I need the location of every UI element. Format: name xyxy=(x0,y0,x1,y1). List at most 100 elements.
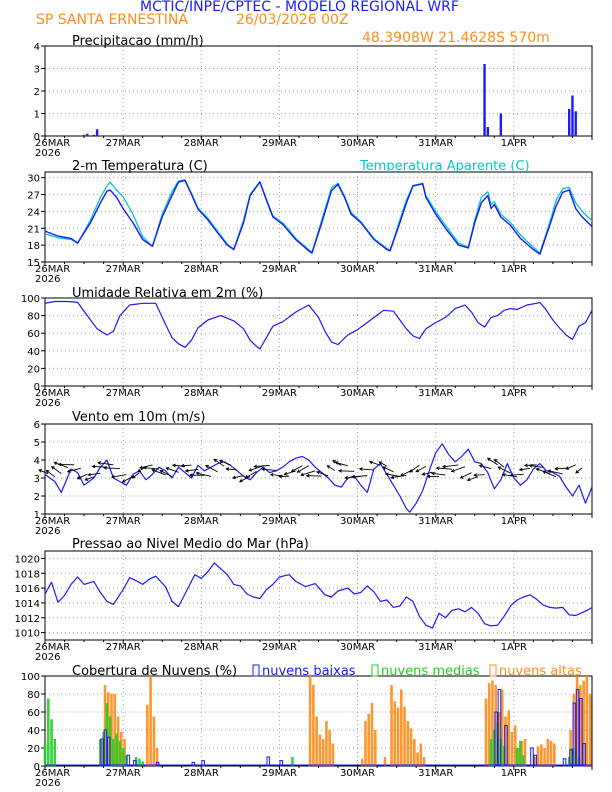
wind-arrow xyxy=(510,473,524,476)
wind-arrow xyxy=(166,467,179,473)
wind-arrowhead xyxy=(378,461,383,465)
wind-arrow xyxy=(351,475,368,478)
high-cloud-bar xyxy=(321,739,325,766)
wind-arrowhead xyxy=(478,464,483,468)
wind-arrowhead xyxy=(253,464,258,469)
wind-arrow xyxy=(327,465,336,471)
mid-cloud-bar xyxy=(502,746,506,766)
wind-arrowhead xyxy=(213,458,218,463)
low-cloud-bar xyxy=(572,702,577,767)
y-tick-label: 80 xyxy=(27,690,40,701)
apparent-temp-legend: Temperatura Aparente (C) xyxy=(359,159,530,174)
high-cloud-bar xyxy=(523,739,527,766)
legend-mid-clouds-swatch xyxy=(371,664,379,677)
wind-arrowhead xyxy=(338,469,342,473)
wind-arrow xyxy=(67,467,81,473)
y-tick-label: 1020 xyxy=(15,554,40,565)
wind-arrow xyxy=(542,470,557,478)
wind-arrowhead xyxy=(111,474,115,479)
high-cloud-bar xyxy=(582,680,585,766)
high-cloud-bar xyxy=(123,739,126,766)
y-tick-label: 1010 xyxy=(15,629,40,640)
wind-arrowhead xyxy=(137,468,141,473)
high-cloud-bar xyxy=(419,743,423,766)
high-cloud-bar xyxy=(149,676,152,766)
pressure-line xyxy=(44,562,593,629)
legend-high-clouds: nuvens altas xyxy=(499,664,582,679)
wind-arrow xyxy=(548,470,563,475)
wind-arrowhead xyxy=(399,473,404,477)
x-tick-label: 31MAR xyxy=(418,768,453,779)
wind-arrow xyxy=(431,472,446,476)
panel-frame xyxy=(44,297,593,387)
x-tick-label: 31MAR xyxy=(418,138,453,149)
wind-arrowhead xyxy=(142,465,147,470)
low-cloud-bar xyxy=(562,758,567,767)
low-cloud-bar xyxy=(155,761,160,767)
wind-arrowhead xyxy=(575,470,579,474)
year-label: 2026 xyxy=(35,148,60,159)
x-tick-label: 27MAR xyxy=(106,388,141,399)
mid-cloud-bar xyxy=(50,719,53,766)
wind-arrowhead xyxy=(501,473,506,477)
apparent-temperature-line xyxy=(44,179,593,254)
station-name: SP SANTA ERNESTINA xyxy=(36,12,188,28)
x-tick-label: 30MAR xyxy=(340,138,375,149)
high-cloud-bar xyxy=(409,728,413,766)
high-cloud-bar xyxy=(331,743,335,766)
y-tick-label: 20 xyxy=(27,364,40,375)
humidity-line xyxy=(44,300,593,350)
wind-speed-line xyxy=(44,443,593,513)
mid-cloud-bar xyxy=(138,758,141,766)
wind-arrow xyxy=(409,464,420,473)
high-cloud-bar xyxy=(484,698,488,766)
wind-arrow xyxy=(460,472,472,479)
wind-arrow xyxy=(111,474,127,478)
wind-arrowhead xyxy=(103,466,107,470)
panel-title: Pressao ao Nivel Medio do Mar (hPa) xyxy=(72,537,309,552)
mid-cloud-bar xyxy=(567,757,571,766)
mid-cloud-bar xyxy=(99,739,102,766)
run-datetime: 26/03/2026 00Z xyxy=(236,12,349,28)
wind-arrowhead xyxy=(165,467,170,471)
wind-arrowhead xyxy=(53,461,58,466)
panel-frame xyxy=(44,550,593,641)
low-cloud-bar xyxy=(575,689,580,767)
wind-arrow xyxy=(385,473,400,477)
high-cloud-bar xyxy=(500,689,504,766)
low-cloud-bar xyxy=(504,725,508,767)
x-tick-label: 1APR xyxy=(501,642,527,653)
low-cloud-bar xyxy=(126,754,131,767)
wind-arrow xyxy=(300,470,316,476)
high-cloud-bar xyxy=(370,703,374,766)
wind-arrow xyxy=(359,468,374,471)
y-tick-label: 60 xyxy=(27,708,40,719)
mid-cloud-bar xyxy=(125,755,128,766)
wind-arrowhead xyxy=(435,466,440,471)
high-cloud-bar xyxy=(588,694,592,766)
y-tick-label: 18 xyxy=(27,241,40,252)
high-cloud-bar xyxy=(553,743,556,766)
precip-bar xyxy=(486,127,490,136)
low-cloud-bar xyxy=(494,711,498,767)
high-cloud-bar xyxy=(497,712,501,766)
high-cloud-bar xyxy=(106,692,110,766)
wind-arrow xyxy=(151,469,166,476)
wind-arrowhead xyxy=(189,473,193,478)
high-cloud-bar xyxy=(549,740,553,766)
wind-arrowhead xyxy=(459,475,464,479)
x-tick-label: 26MAR xyxy=(35,264,70,275)
x-tick-label: 30MAR xyxy=(340,642,375,653)
high-cloud-bar xyxy=(396,707,400,766)
wind-arrowhead xyxy=(332,460,336,464)
wind-arrowhead xyxy=(524,463,528,468)
y-tick-label: 1012 xyxy=(15,614,40,625)
y-tick-label: 2 xyxy=(34,492,40,503)
wind-arrowhead xyxy=(261,467,265,472)
legend-low-clouds-swatch xyxy=(252,664,260,677)
high-cloud-bar xyxy=(312,685,315,766)
wind-arrowhead xyxy=(278,474,282,479)
panel-frame xyxy=(44,171,593,263)
precip-bar xyxy=(568,109,571,136)
wind-arrow xyxy=(185,469,199,472)
